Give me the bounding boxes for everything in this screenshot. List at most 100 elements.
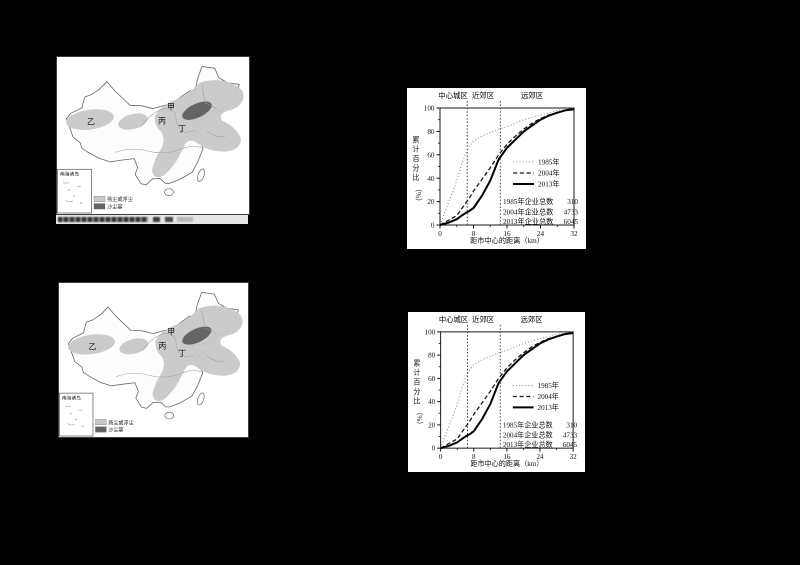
china-dust-map: 甲 乙 丙 丁 南海诸岛 扬尘或浮尘 沙尘暴 (59, 291, 243, 437)
marker-jia: 甲 (167, 103, 175, 112)
legend-label-storm: 沙尘暴 (108, 427, 123, 434)
zone-label: 中心城区 (438, 91, 468, 100)
series-curve-2 (439, 108, 575, 226)
legend-label: 2013年 (538, 180, 560, 189)
totals-value: 6045 (563, 441, 578, 449)
y-axis-unit: （%） (415, 408, 423, 428)
caption-smudge (165, 216, 173, 222)
y-tick-label: 60 (428, 375, 436, 383)
enterprise-distribution-chart-top: 中心城区 近郊区 远郊区 0 20 40 60 80 100 0 8 16 24 32 1985年 2004年… (407, 88, 586, 249)
zone-label: 中心城区 (439, 315, 468, 324)
dust-region-main-band (152, 80, 244, 178)
dust-region-main-band (152, 305, 243, 402)
dust-region-west (68, 334, 115, 355)
legend-label: 2004年 (538, 169, 560, 178)
dust-map-figure-top: 甲 乙 丙 丁 南海诸岛 扬尘或浮尘 沙尘暴 (56, 56, 250, 215)
x-tick-label: 32 (570, 230, 578, 238)
x-axis-title: 距市中心的距离（km） (470, 236, 544, 245)
dust-region-corridor (118, 113, 148, 130)
legend-label: 2004年 (538, 392, 559, 401)
y-tick-label: 0 (432, 445, 436, 453)
inset-label: 南海诸岛 (62, 394, 81, 401)
inset-label: 南海诸岛 (60, 171, 79, 178)
totals-label: 1985年企业总数 (503, 197, 553, 206)
china-dust-map: 甲 乙 丙 丁 南海诸岛 扬尘或浮尘 沙尘暴 (57, 66, 244, 214)
x-tick-label: 8 (472, 230, 476, 238)
totals-label: 2013年企业总数 (503, 217, 553, 226)
legend-label-dust: 扬尘或浮尘 (107, 195, 133, 203)
x-tick-label: 8 (472, 453, 476, 461)
y-axis-title-char: 累 (413, 360, 420, 368)
y-tick-label: 40 (428, 398, 436, 406)
zone-label: 近郊区 (472, 91, 495, 100)
x-axis-title: 距市中心的距离（km） (470, 459, 543, 468)
y-axis-title-char: 比 (413, 396, 420, 405)
totals-label: 2004年企业总数 (503, 431, 553, 440)
x-tick-label: 24 (536, 453, 544, 461)
y-axis-title-char: 百 (413, 379, 420, 387)
totals-value: 310 (567, 198, 578, 206)
marker-yi: 乙 (87, 118, 95, 127)
yangtze-river-line (115, 370, 201, 378)
totals-value: 6045 (564, 218, 579, 226)
y-axis-title-char: 百 (412, 155, 419, 163)
south-china-sea-inset: 南海诸岛 (59, 392, 94, 437)
zone-label: 远郊区 (521, 91, 544, 100)
cumulative-percentage-line-chart: 中心城区 近郊区 远郊区 0 20 40 60 80 100 0 8 16 24 32 1985年 2004年… (413, 315, 578, 468)
marker-bing: 丙 (158, 341, 166, 350)
legend-swatch-storm (95, 426, 107, 433)
map-legend: 扬尘或浮尘 沙尘暴 (93, 195, 133, 211)
dust-map-figure-bottom: 甲 乙 丙 丁 南海诸岛 扬尘或浮尘 沙尘暴 (58, 282, 249, 438)
caption-smudge (177, 216, 193, 222)
yangtze-river-line (114, 145, 202, 154)
marker-jia: 甲 (167, 328, 175, 337)
marker-bing: 丙 (158, 117, 166, 126)
zone-label: 近郊区 (472, 315, 494, 324)
series-curve-1 (440, 331, 574, 449)
caption-smudge (153, 216, 160, 222)
totals-label: 1985年企业总数 (503, 420, 553, 429)
totals-label: 2013年企业总数 (503, 440, 553, 449)
y-tick-label: 40 (427, 175, 435, 183)
legend-label-storm: 沙尘暴 (107, 203, 123, 211)
y-tick-label: 100 (424, 105, 435, 113)
legend-swatch-storm (93, 203, 106, 210)
legend-label: 1985年 (538, 381, 559, 390)
marker-yi: 乙 (89, 342, 97, 351)
y-tick-label: 80 (428, 352, 436, 360)
legend-label: 1985年 (538, 158, 560, 167)
y-axis-title-char: 计 (412, 145, 419, 154)
y-tick-label: 100 (425, 328, 436, 336)
marker-ding: 丁 (178, 125, 186, 134)
y-tick-label: 60 (427, 151, 435, 159)
totals-value: 310 (566, 421, 577, 429)
dust-region-corridor (119, 338, 149, 355)
plot-box (439, 107, 575, 226)
dust-region-west (66, 109, 114, 130)
x-tick-label: 24 (537, 230, 545, 238)
interior-boundary-line (201, 84, 226, 138)
marker-ding: 丁 (178, 349, 186, 358)
y-axis-title-char: 计 (413, 368, 420, 377)
series-curve-0 (440, 331, 574, 449)
y-tick-label: 20 (428, 421, 436, 429)
series-curve-1 (439, 107, 575, 226)
map-legend: 扬尘或浮尘 沙尘暴 (95, 419, 134, 434)
yellow-river-line (141, 333, 195, 358)
interior-boundary-line (201, 310, 225, 362)
taiwan-island (197, 168, 205, 182)
totals-value: 4733 (563, 432, 578, 440)
sandstorm-region (182, 101, 212, 120)
x-tick-label: 16 (503, 230, 511, 238)
y-axis-title-char: 比 (412, 173, 419, 182)
yellow-river-line (140, 108, 196, 133)
y-axis-title-char: 分 (413, 387, 420, 396)
sandstorm-region (182, 326, 212, 345)
y-tick-label: 20 (427, 198, 435, 206)
series-curve-2 (440, 332, 574, 450)
x-tick-label: 16 (503, 453, 511, 461)
cumulative-percentage-line-chart: 中心城区 近郊区 远郊区 0 20 40 60 80 100 0 8 16 24 32 1985年 2004年… (412, 91, 579, 245)
totals-value: 4733 (564, 209, 579, 217)
enterprise-distribution-chart-bottom: 中心城区 近郊区 远郊区 0 20 40 60 80 100 0 8 16 24 32 1985年 2004年… (408, 312, 585, 472)
